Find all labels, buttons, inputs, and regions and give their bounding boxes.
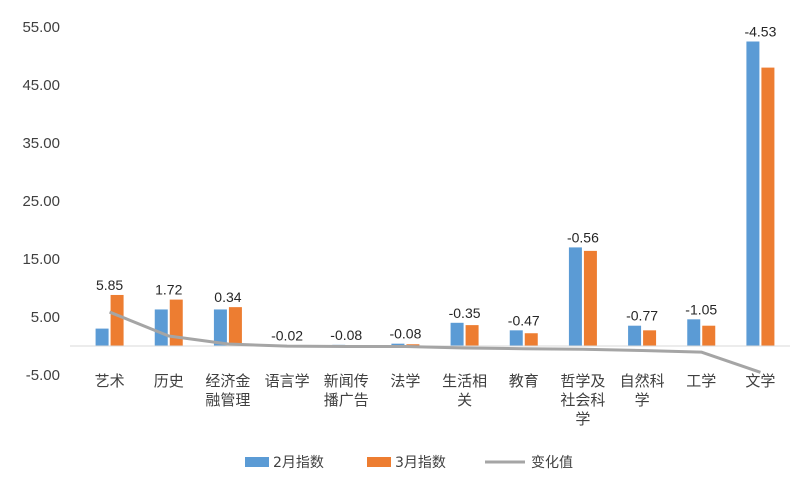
bar-mar [169, 299, 183, 346]
legend: 2月指数 3月指数 变化值 [245, 455, 573, 471]
category-label-line: 语言学 [265, 372, 310, 390]
category-label: 文学 [745, 372, 775, 390]
data-label: -0.08 [330, 327, 362, 343]
category-label-line: 新闻传 [324, 372, 369, 390]
data-label: -0.08 [389, 326, 421, 342]
category-label-line: 自然科 [620, 372, 665, 390]
bars [95, 41, 775, 346]
bar-mar [643, 330, 657, 346]
data-label: -0.56 [567, 229, 599, 245]
category-label: 历史 [154, 372, 184, 390]
y-tick-label: 25.00 [22, 193, 60, 210]
legend-item: 2月指数 [245, 455, 324, 471]
legend-label: 3月指数 [395, 455, 446, 471]
data-label: -0.35 [449, 305, 481, 321]
category-label-line: 哲学及 [560, 372, 605, 390]
category-label: 教育 [509, 372, 539, 390]
bar-feb [746, 41, 760, 346]
category-label-line: 社会科 [560, 391, 605, 409]
change-line [109, 310, 761, 374]
data-label: -1.05 [685, 301, 717, 317]
category-label-line: 工学 [686, 372, 716, 390]
category-label-line: 学 [635, 391, 650, 409]
bar-feb [509, 330, 523, 346]
category-label-line: 文学 [745, 372, 775, 390]
bar-feb [628, 325, 642, 346]
y-tick-label: 5.00 [31, 309, 60, 326]
data-label: 0.34 [214, 289, 241, 305]
legend-item: 3月指数 [367, 455, 446, 471]
category-label-line: 学 [575, 410, 590, 428]
y-tick-label: 45.00 [22, 77, 60, 94]
category-label: 工学 [686, 372, 716, 390]
data-labels: 5.85 1.72 0.34 -0.02 -0.08 -0.08 -0.35 -0.47 -0.… [96, 24, 777, 344]
category-label-line: 关 [457, 391, 472, 409]
category-label: 法学 [390, 372, 420, 390]
y-tick-label: 35.00 [22, 135, 60, 152]
data-label: -0.47 [508, 312, 540, 328]
y-tick-label: 15.00 [22, 251, 60, 268]
legend-swatch [367, 457, 391, 467]
y-axis-ticks: 55.00 45.00 35.00 25.00 15.00 5.00 -5.00 [22, 19, 60, 384]
bar-mar [228, 307, 242, 346]
data-label: 1.72 [155, 282, 182, 298]
bar-mar [583, 250, 597, 346]
bar-feb [213, 309, 227, 346]
legend-swatch [245, 457, 269, 467]
bar-feb [568, 247, 582, 346]
category-label-line: 生活相 [442, 372, 487, 390]
bar-mar [406, 344, 420, 346]
bar-feb [95, 328, 109, 346]
category-label-line: 历史 [154, 372, 184, 390]
category-label-line: 融管理 [205, 391, 250, 409]
category-label-line: 经济金 [205, 372, 250, 390]
y-tick-label: 55.00 [22, 19, 60, 36]
data-label: -4.53 [744, 24, 776, 40]
y-tick-label: -5.00 [26, 367, 60, 384]
legend-label: 2月指数 [273, 455, 324, 471]
bar-feb [450, 322, 464, 346]
change-line-path [109, 310, 761, 374]
bar-mar [761, 67, 775, 346]
category-label-line: 播广告 [324, 391, 369, 409]
category-label-line: 教育 [509, 372, 539, 390]
category-label-line: 法学 [390, 372, 420, 390]
data-label: 5.85 [96, 277, 123, 293]
bar-mar [465, 325, 479, 346]
category-label-line: 艺术 [95, 372, 125, 390]
bar-mar [110, 294, 124, 346]
bar-mar [702, 325, 716, 346]
legend-item: 变化值 [485, 455, 573, 471]
category-label: 艺术 [95, 372, 125, 390]
category-label: 语言学 [265, 372, 310, 390]
bar-mar [524, 333, 538, 346]
bar-feb [154, 309, 168, 346]
data-label: -0.02 [271, 327, 303, 343]
bar-feb [391, 343, 405, 346]
bar-feb [687, 319, 701, 346]
data-label: -0.77 [626, 308, 658, 324]
legend-label: 变化值 [531, 455, 573, 471]
